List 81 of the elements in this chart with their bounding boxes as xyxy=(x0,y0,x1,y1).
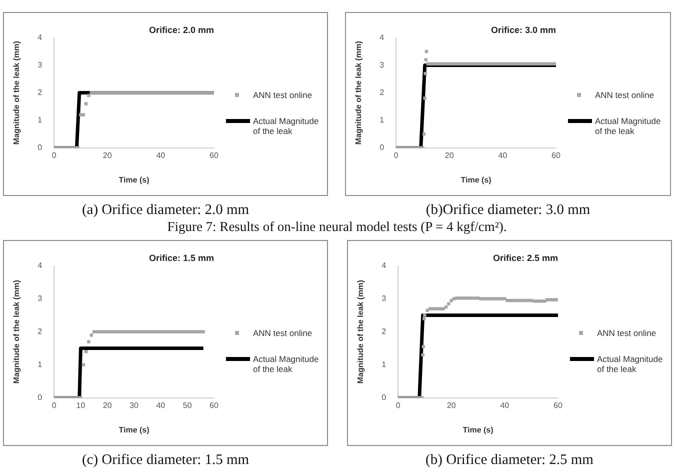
y-tick-label: 0 xyxy=(382,393,387,402)
y-tick-label: 3 xyxy=(38,60,43,70)
y-tick-label: 4 xyxy=(382,261,387,270)
x-tick-label: 0 xyxy=(394,150,399,160)
y-tick-label: 1 xyxy=(38,116,43,125)
point xyxy=(130,330,133,334)
x-tick-label: 40 xyxy=(498,150,508,160)
legend-label: Actual Magnitude of the leak xyxy=(595,116,662,136)
y-axis-title: Magnitude of the leak (mm) xyxy=(356,280,366,384)
point xyxy=(98,330,101,334)
y-tick-label: 4 xyxy=(380,33,385,42)
x-axis-title: Time (s) xyxy=(118,425,150,434)
x-tick-label: 50 xyxy=(182,400,192,410)
y-tick-label: 2 xyxy=(380,88,385,98)
y-axis-title: Magnitude of the leak (mm) xyxy=(354,40,364,145)
x-tick-label: 20 xyxy=(446,400,456,410)
point xyxy=(162,330,165,334)
point xyxy=(87,340,90,344)
point xyxy=(186,330,189,334)
point xyxy=(90,333,93,337)
y-tick-label: 4 xyxy=(38,33,43,42)
text: (b) Orifice diameter: 2.5 mm xyxy=(424,452,594,469)
y-tick-label: 0 xyxy=(38,143,43,152)
y-tick-label: 1 xyxy=(380,116,385,125)
y-tick-label: 3 xyxy=(382,294,387,304)
chart-title: Orifice: 2.0 mm xyxy=(148,24,214,35)
point xyxy=(106,330,109,334)
x-tick-label: 60 xyxy=(210,150,219,160)
y-axis-title: Magnitude of the leak (mm) xyxy=(12,40,22,145)
x-tick-label: 10 xyxy=(76,400,86,410)
chart-title: Orifice: 3.0 mm xyxy=(490,24,556,35)
x-axis-title: Time (s) xyxy=(460,175,492,184)
x-tick-label: 60 xyxy=(552,150,561,160)
x-tick-label: 40 xyxy=(156,400,166,410)
chart-title: Orifice: 1.5 mm xyxy=(148,252,214,263)
point xyxy=(178,330,181,334)
y-tick-label: 2 xyxy=(38,88,43,98)
legend-label: ANN test online xyxy=(597,328,656,338)
legend-label: ANN test online xyxy=(253,328,312,338)
text: (a) Orifice diameter: 2.0 mm xyxy=(80,202,250,219)
y-tick-label: 0 xyxy=(38,393,43,402)
point xyxy=(138,330,141,334)
point xyxy=(122,330,125,334)
x-tick-label: 30 xyxy=(130,400,140,410)
y-tick-label: 1 xyxy=(382,360,387,370)
legend-label: Actual Magnitude of the leak xyxy=(597,354,664,374)
text: (c) Orifice diameter: 1.5 mm xyxy=(80,452,250,469)
legend-label: ANN test online xyxy=(595,90,654,100)
y-tick-label: 2 xyxy=(382,327,387,336)
chart-title: Orifice: 2.5 mm xyxy=(492,252,558,263)
x-axis-title: Time (s) xyxy=(462,425,494,434)
y-tick-label: 2 xyxy=(38,327,43,336)
y-tick-label: 0 xyxy=(380,143,385,152)
y-tick-label: 4 xyxy=(38,261,43,270)
x-tick-label: 60 xyxy=(554,400,563,410)
point xyxy=(146,330,149,334)
x-tick-label: 0 xyxy=(52,150,57,160)
point xyxy=(82,363,85,366)
legend-label: Actual Magnitude of the leak xyxy=(253,354,320,374)
y-tick-label: 3 xyxy=(38,294,43,304)
text: (b)Orifice diameter: 3.0 mm xyxy=(424,202,592,219)
y-tick-label: 1 xyxy=(38,360,43,370)
legend-label: Actual Magnitude of the leak xyxy=(253,116,320,136)
point xyxy=(194,330,197,334)
point xyxy=(154,330,157,334)
x-tick-label: 60 xyxy=(210,400,219,410)
point xyxy=(114,330,117,334)
x-tick-label: 0 xyxy=(396,400,401,410)
x-tick-label: 0 xyxy=(52,400,57,410)
legend-label: ANN test online xyxy=(253,90,312,100)
point xyxy=(202,330,205,334)
x-tick-label: 20 xyxy=(102,150,112,160)
x-tick-label: 40 xyxy=(156,150,166,160)
x-tick-label: 20 xyxy=(102,400,112,410)
point xyxy=(170,330,173,334)
x-tick-label: 20 xyxy=(444,150,454,160)
caption: Figure 7: Results of on-line neural model tests (P = 4 kgf/cm²). xyxy=(166,219,508,235)
y-tick-label: 3 xyxy=(380,60,385,70)
y-axis-title: Magnitude of the leak (mm) xyxy=(12,280,22,384)
x-axis-title: Time (s) xyxy=(118,175,150,184)
x-tick-label: 40 xyxy=(500,400,510,410)
